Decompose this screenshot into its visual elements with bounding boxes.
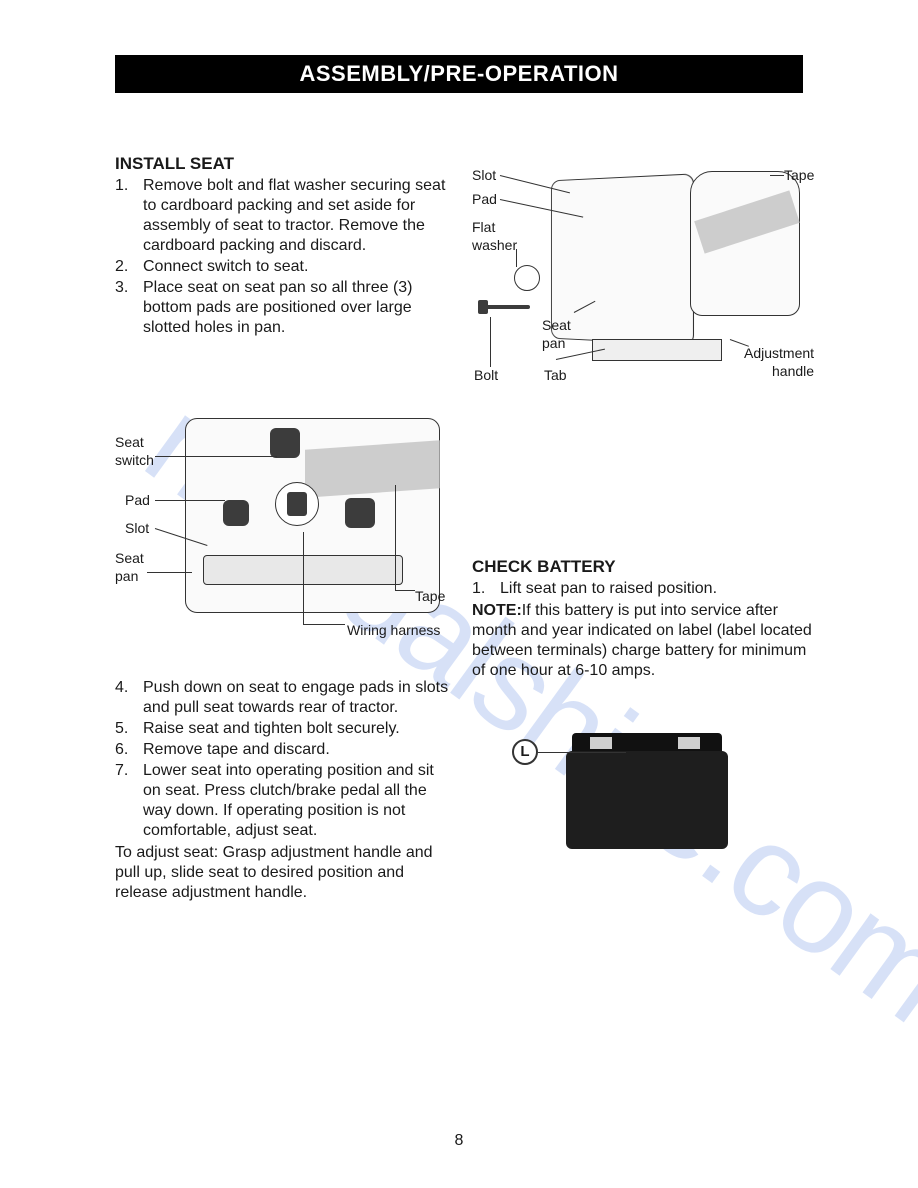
install-seat-title: INSTALL SEAT <box>115 153 450 174</box>
check-battery-list: 1. Lift seat pan to raised position. <box>472 579 822 599</box>
fig-label-pad: Pad <box>472 191 497 209</box>
item-text: Connect switch to seat. <box>143 257 308 277</box>
list-item: 6. Remove tape and discard. <box>115 740 450 760</box>
fig-label-adjustment-handle: Adjustment handle <box>744 345 814 380</box>
item-text: Push down on seat to engage pads in slot… <box>143 678 450 718</box>
seat-assembly-figure: Slot Pad Flat washer Seat pan Bolt Tab T… <box>472 167 822 382</box>
install-seat-list-part2: 4. Push down on seat to engage pads in s… <box>115 678 450 841</box>
adjust-seat-paragraph: To adjust seat: Grasp adjustment handle … <box>115 843 450 903</box>
item-number: 6. <box>115 740 143 760</box>
item-number: 3. <box>115 278 143 338</box>
page-header-bar: ASSEMBLY/PRE-OPERATION <box>115 55 803 93</box>
fig-label-slot: Slot <box>472 167 496 185</box>
install-seat-list-part1: 1. Remove bolt and flat washer securing … <box>115 176 450 338</box>
battery-label-l-circle: L <box>512 739 538 765</box>
fig-label-pad: Pad <box>125 492 150 510</box>
fig-label-tab: Tab <box>544 367 567 385</box>
list-item: 1. Remove bolt and flat washer securing … <box>115 176 450 256</box>
fig-label-tape: Tape <box>784 167 814 185</box>
item-text: Lift seat pan to raised position. <box>500 579 717 599</box>
item-number: 1. <box>115 176 143 256</box>
item-number: 1. <box>472 579 500 599</box>
fig-label-seat-pan: Seat pan <box>115 550 144 585</box>
item-text: Lower seat into operating position and s… <box>143 761 450 841</box>
item-text: Remove bolt and flat washer securing sea… <box>143 176 450 256</box>
fig-label-wiring-harness: Wiring harness <box>347 622 440 640</box>
list-item: 5. Raise seat and tighten bolt securely. <box>115 719 450 739</box>
item-number: 5. <box>115 719 143 739</box>
page-number: 8 <box>0 1132 918 1150</box>
item-number: 7. <box>115 761 143 841</box>
item-text: Raise seat and tighten bolt securely. <box>143 719 400 739</box>
seat-switch-figure: Seat switch Pad Slot Seat pan Tape Wirin… <box>115 400 450 630</box>
fig-label-seat-switch: Seat switch <box>115 434 154 469</box>
list-item: 3. Place seat on seat pan so all three (… <box>115 278 450 338</box>
item-number: 4. <box>115 678 143 718</box>
list-item: 2. Connect switch to seat. <box>115 257 450 277</box>
fig-label-tape: Tape <box>415 588 445 606</box>
list-item: 1. Lift seat pan to raised position. <box>472 579 822 599</box>
item-text: Place seat on seat pan so all three (3) … <box>143 278 450 338</box>
list-item: 4. Push down on seat to engage pads in s… <box>115 678 450 718</box>
fig-label-flat-washer: Flat washer <box>472 219 517 254</box>
check-battery-note: NOTE:If this battery is put into service… <box>472 601 822 681</box>
note-text: If this battery is put into service afte… <box>472 602 812 679</box>
right-column: Slot Pad Flat washer Seat pan Bolt Tab T… <box>472 153 822 903</box>
left-column: INSTALL SEAT 1. Remove bolt and flat was… <box>115 153 450 903</box>
check-battery-title: CHECK BATTERY <box>472 556 822 577</box>
note-label: NOTE: <box>472 602 522 619</box>
fig-label-bolt: Bolt <box>474 367 498 385</box>
fig-label-seat-pan: Seat pan <box>542 317 571 352</box>
item-number: 2. <box>115 257 143 277</box>
fig-label-slot: Slot <box>125 520 149 538</box>
battery-figure: L <box>490 721 750 871</box>
item-text: Remove tape and discard. <box>143 740 330 760</box>
list-item: 7. Lower seat into operating position an… <box>115 761 450 841</box>
